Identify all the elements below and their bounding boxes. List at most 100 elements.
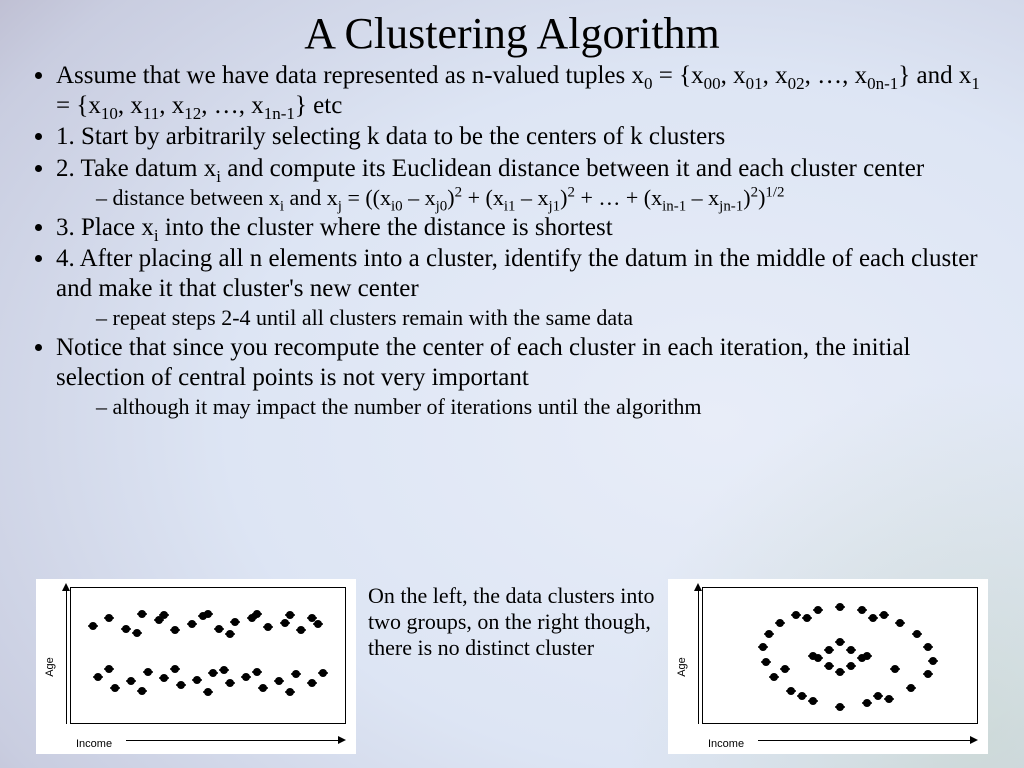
- data-point: [253, 610, 261, 618]
- data-point: [803, 614, 811, 622]
- data-point: [836, 703, 844, 711]
- data-point: [226, 679, 234, 687]
- x-axis-label: Income: [708, 738, 744, 750]
- data-point: [913, 630, 921, 638]
- data-point: [781, 665, 789, 673]
- data-point: [242, 673, 250, 681]
- data-point: [138, 610, 146, 618]
- bullet-list: Assume that we have data represented as …: [56, 61, 988, 420]
- data-point: [111, 684, 119, 692]
- data-point: [171, 626, 179, 634]
- data-point: [770, 673, 778, 681]
- data-point: [204, 688, 212, 696]
- data-point: [264, 623, 272, 631]
- data-point: [885, 695, 893, 703]
- data-point: [798, 692, 806, 700]
- data-point: [281, 619, 289, 627]
- data-point: [869, 614, 877, 622]
- data-point: [765, 630, 773, 638]
- data-point: [825, 662, 833, 670]
- data-point: [193, 676, 201, 684]
- data-point: [847, 662, 855, 670]
- data-point: [814, 606, 822, 614]
- data-point: [297, 626, 305, 634]
- x-axis-arrow-icon: [758, 738, 978, 744]
- data-point: [160, 611, 168, 619]
- data-point: [907, 684, 915, 692]
- data-point: [209, 669, 217, 677]
- y-axis-label: Age: [676, 657, 688, 677]
- data-point: [275, 677, 283, 685]
- data-point: [776, 619, 784, 627]
- data-point: [874, 692, 882, 700]
- bullet-0: Assume that we have data represented as …: [56, 61, 988, 120]
- data-point: [188, 620, 196, 628]
- data-point: [836, 668, 844, 676]
- plot-area: [702, 587, 978, 724]
- data-point: [105, 614, 113, 622]
- figure-row: Age Income On the left, the data cluster…: [36, 579, 988, 754]
- data-point: [836, 638, 844, 646]
- data-point: [759, 643, 767, 651]
- x-axis-arrow-icon: [126, 738, 346, 744]
- data-point: [204, 610, 212, 618]
- plot-area: [70, 587, 346, 724]
- data-point: [259, 684, 267, 692]
- data-point: [792, 611, 800, 619]
- data-point: [89, 622, 97, 630]
- data-point: [286, 688, 294, 696]
- data-point: [809, 697, 817, 705]
- data-point: [319, 669, 327, 677]
- data-point: [105, 665, 113, 673]
- data-point: [836, 603, 844, 611]
- data-point: [863, 652, 871, 660]
- data-point: [929, 657, 937, 665]
- data-point: [226, 630, 234, 638]
- data-point: [809, 652, 817, 660]
- bullet-5: Notice that since you recompute the cent…: [56, 333, 988, 392]
- data-point: [308, 614, 316, 622]
- y-axis-label: Age: [44, 657, 56, 677]
- slide-title: A Clustering Algorithm: [36, 8, 988, 59]
- x-axis-label: Income: [76, 738, 112, 750]
- figure-caption: On the left, the data clusters into two …: [368, 579, 656, 661]
- data-point: [122, 625, 130, 633]
- data-point: [177, 681, 185, 689]
- scatter-right: Age Income: [668, 579, 988, 754]
- bullet-5a: although it may impact the number of ite…: [96, 394, 988, 420]
- data-point: [292, 670, 300, 678]
- data-point: [138, 687, 146, 695]
- data-point: [787, 687, 795, 695]
- data-point: [762, 658, 770, 666]
- data-point: [880, 611, 888, 619]
- data-point: [314, 620, 322, 628]
- bullet-2: 2. Take datum xi and compute its Euclide…: [56, 154, 988, 184]
- data-point: [891, 665, 899, 673]
- bullet-4a: repeat steps 2-4 until all clusters rema…: [96, 305, 988, 331]
- data-point: [286, 611, 294, 619]
- data-point: [825, 646, 833, 654]
- data-point: [215, 625, 223, 633]
- data-point: [253, 668, 261, 676]
- data-point: [171, 665, 179, 673]
- data-point: [924, 643, 932, 651]
- data-point: [144, 668, 152, 676]
- data-point: [896, 619, 904, 627]
- data-point: [94, 673, 102, 681]
- bullet-2a: distance between xi and xj = ((xi0 – xj0…: [96, 185, 988, 211]
- data-point: [160, 674, 168, 682]
- data-point: [127, 677, 135, 685]
- data-point: [863, 699, 871, 707]
- scatter-left: Age Income: [36, 579, 356, 754]
- bullet-3: 3. Place xi into the cluster where the d…: [56, 213, 988, 243]
- data-point: [924, 670, 932, 678]
- data-point: [231, 618, 239, 626]
- data-point: [133, 629, 141, 637]
- bullet-4: 4. After placing all n elements into a c…: [56, 244, 988, 303]
- slide: A Clustering Algorithm Assume that we ha…: [0, 0, 1024, 768]
- data-point: [858, 606, 866, 614]
- data-point: [308, 679, 316, 687]
- bullet-1: 1. Start by arbitrarily selecting k data…: [56, 122, 988, 152]
- data-point: [847, 646, 855, 654]
- data-point: [220, 666, 228, 674]
